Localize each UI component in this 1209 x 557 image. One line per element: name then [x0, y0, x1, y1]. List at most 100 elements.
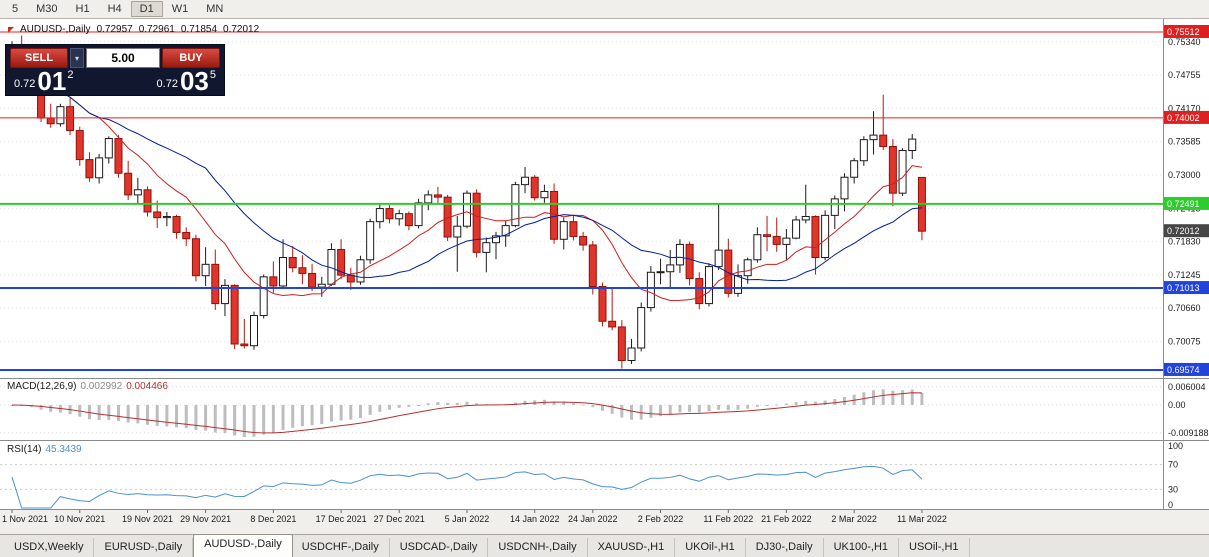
candle-body	[850, 160, 859, 178]
macd-signal-value: 0.004466	[126, 381, 168, 392]
svg-text:27 Dec 2021: 27 Dec 2021	[374, 514, 425, 524]
macd-histogram-bar	[407, 405, 411, 407]
macd-histogram-bar	[49, 405, 53, 412]
timeframe-button-5[interactable]: 5	[12, 3, 19, 15]
macd-histogram-bar	[126, 405, 130, 423]
buy-button[interactable]: BUY	[162, 48, 220, 68]
current-price-badge	[1164, 224, 1209, 238]
chart-tab-usdchf[interactable]: USDCHF-,Daily	[292, 538, 390, 557]
svg-text:0.74170: 0.74170	[1168, 103, 1201, 113]
candle-body	[211, 263, 220, 305]
svg-text:0.00: 0.00	[1168, 400, 1186, 410]
candle-body	[433, 194, 442, 198]
macd-histogram-bar	[397, 405, 401, 408]
macd-histogram-bar	[562, 402, 566, 405]
macd-signal-line	[11, 392, 922, 434]
buy-price[interactable]: 0.72 03 5	[157, 66, 216, 96]
chart-tab-uk100[interactable]: UK100-,H1	[824, 538, 900, 557]
macd-histogram-bar	[901, 390, 905, 405]
buy-price-big-digits: 03	[179, 66, 209, 96]
candle-body	[472, 192, 481, 253]
chart-tab-ukoil[interactable]: UKOil-,H1	[675, 538, 746, 557]
candle-body	[598, 286, 607, 322]
svg-text:0.71013: 0.71013	[1167, 283, 1200, 293]
timeframe-button-h1[interactable]: H1	[75, 3, 90, 15]
candle-body	[879, 134, 888, 148]
volume-dropdown-button[interactable]: ▾	[70, 48, 84, 68]
rsi-value: 45.3439	[45, 444, 82, 455]
sell-button[interactable]: SELL	[10, 48, 68, 68]
svg-text:14 Jan 2022: 14 Jan 2022	[510, 514, 560, 524]
macd-histogram-bar	[668, 405, 672, 415]
candle-body	[162, 216, 171, 219]
one-click-panel-arrow-icon[interactable]	[8, 26, 14, 33]
candle-body	[559, 221, 568, 240]
chart-tab-dj30[interactable]: DJ30-,Daily	[746, 538, 824, 557]
timeframe-button-w1[interactable]: W1	[171, 3, 189, 15]
macd-histogram-bar	[610, 405, 614, 414]
macd-histogram-bar	[146, 405, 150, 425]
chart-tab-eurusd[interactable]: EURUSD-,Daily	[94, 538, 194, 557]
candle-body	[66, 106, 75, 132]
macd-histogram-bar	[426, 403, 430, 405]
macd-histogram-bar	[765, 405, 769, 406]
chart-tab-usdcnh[interactable]: USDCNH-,Daily	[488, 538, 588, 557]
macd-histogram-bar	[736, 405, 740, 410]
chart-tab-usoil[interactable]: USOil-,H1	[899, 538, 970, 557]
macd-histogram-bar	[794, 402, 798, 405]
macd-histogram-bar	[784, 403, 788, 405]
candle-body	[714, 249, 723, 268]
macd-histogram-bar	[707, 405, 711, 412]
chart-high-value: 0.72961	[138, 24, 175, 35]
candle-body	[627, 347, 636, 362]
chart-tab-usdcad[interactable]: USDCAD-,Daily	[390, 538, 489, 557]
svg-text:70: 70	[1168, 460, 1178, 470]
candle-body	[153, 211, 162, 219]
candle-body	[801, 216, 810, 221]
macd-histogram-bar	[804, 400, 808, 405]
svg-text:5 Jan 2022: 5 Jan 2022	[445, 514, 490, 524]
macd-histogram-bar	[155, 405, 159, 426]
svg-text:100: 100	[1168, 441, 1183, 451]
sell-price[interactable]: 0.72 01 2	[14, 68, 73, 94]
svg-text:29 Nov 2021: 29 Nov 2021	[180, 514, 231, 524]
macd-histogram-bar	[620, 405, 624, 418]
svg-text:21 Feb 2022: 21 Feb 2022	[761, 514, 812, 524]
macd-histogram-bar	[881, 389, 885, 405]
candle-body	[337, 249, 346, 276]
timeframe-button-d1[interactable]: D1	[130, 1, 163, 17]
macd-histogram-bar	[600, 405, 604, 411]
rsi-name: RSI(14)	[7, 444, 42, 455]
candle-body	[656, 271, 665, 274]
macd-histogram-bar	[310, 405, 314, 426]
macd-histogram-bar	[746, 405, 750, 409]
macd-histogram-bar	[388, 405, 392, 410]
candle-body	[492, 235, 500, 244]
chart-tab-xauusd[interactable]: XAUUSD-,H1	[588, 538, 676, 557]
candle-body	[220, 284, 229, 305]
timeframe-button-h4[interactable]: H4	[107, 3, 122, 15]
volume-input[interactable]	[86, 48, 160, 68]
macd-histogram-bar	[87, 405, 91, 420]
candle-body	[782, 237, 791, 245]
candle-body	[317, 283, 326, 288]
macd-histogram-bar	[223, 405, 227, 433]
macd-histogram-bar	[242, 405, 246, 437]
svg-text:17 Dec 2021: 17 Dec 2021	[316, 514, 367, 524]
chart-tab-usdx[interactable]: USDX,Weekly	[4, 538, 95, 557]
chart-tab-audusd[interactable]: AUDUSD-,Daily	[193, 534, 293, 557]
macd-histogram-bar	[358, 405, 362, 418]
candle-body	[685, 243, 694, 280]
candle-body	[230, 284, 239, 345]
timeframe-button-mn[interactable]: MN	[206, 3, 224, 15]
chart-open-value: 0.72957	[96, 24, 133, 35]
macd-histogram-bar	[233, 405, 237, 436]
svg-text:0.74755: 0.74755	[1168, 70, 1201, 80]
candle-body	[375, 208, 384, 223]
timeframe-button-m30[interactable]: M30	[36, 3, 58, 15]
candle-body	[279, 256, 288, 287]
buy-price-pipette: 5	[209, 69, 216, 81]
candle-body	[298, 267, 307, 274]
